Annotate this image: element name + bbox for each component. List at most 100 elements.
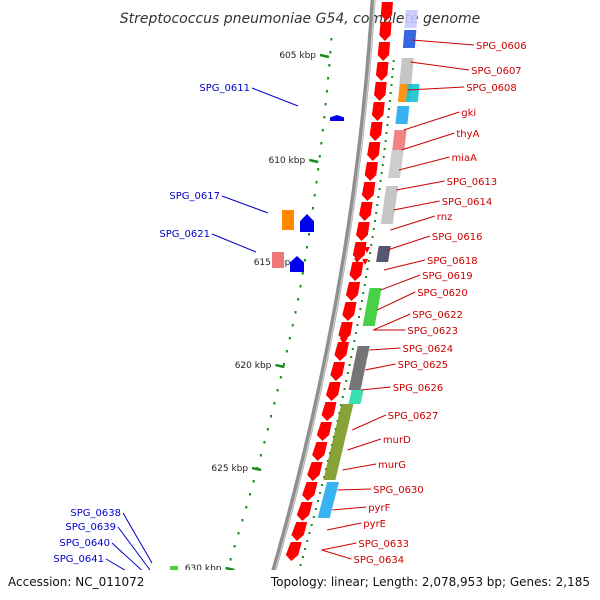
- gene-arrow: [367, 142, 381, 161]
- forward-label-leader: [361, 386, 391, 391]
- forward-gene-label: SPG_0633: [358, 539, 409, 550]
- tick-mark: [341, 396, 344, 398]
- forward-gene-label: SPG_0634: [354, 555, 405, 566]
- gene-arrow-small: [362, 259, 369, 265]
- gene-arrow: [312, 442, 328, 461]
- reverse-domain-box: [272, 252, 284, 268]
- scale-major-tick: [275, 363, 285, 369]
- tick-mark: [301, 556, 304, 558]
- forward-gene-label: SPG_0614: [442, 197, 493, 208]
- tick-mark: [288, 337, 291, 340]
- forward-label-leader: [387, 235, 431, 251]
- scale-label: 620 kbp: [235, 361, 272, 371]
- tick-mark: [315, 181, 318, 184]
- forward-label-leader: [410, 61, 470, 71]
- feature-tracks: [162, 2, 420, 596]
- tick-mark: [384, 140, 387, 142]
- tick-mark: [354, 332, 357, 334]
- chromosome-highlight: [265, 0, 376, 600]
- gene-arrow: [380, 2, 393, 21]
- genome-summary-text: Topology: linear; Length: 2,078,953 bp; …: [270, 575, 590, 589]
- tick-mark: [294, 311, 297, 314]
- tick-mark: [371, 236, 374, 238]
- tick-mark: [259, 454, 262, 457]
- tick-mark: [388, 108, 391, 110]
- forward-gene-label: SPG_0618: [427, 256, 478, 267]
- forward-label-leader: [383, 259, 426, 271]
- forward-gene-label: SPG_0613: [447, 177, 498, 188]
- forward-gene-label: pyrE: [363, 519, 386, 530]
- tick-mark: [386, 124, 389, 126]
- tick-mark: [233, 545, 236, 548]
- forward-label-leader: [365, 363, 396, 371]
- gene-arrow: [349, 262, 364, 281]
- protein-domain-box: [348, 390, 364, 404]
- tick-mark: [379, 180, 382, 182]
- protein-domain-box: [317, 482, 339, 518]
- reverse-gene-label: SPG_0611: [199, 83, 250, 94]
- tick-mark: [391, 68, 394, 70]
- tick-mark: [367, 260, 370, 262]
- tick-mark: [353, 340, 356, 342]
- forward-label-leader: [407, 86, 465, 91]
- chromosome-backbone: [262, 0, 376, 600]
- forward-gene-label: gki: [461, 108, 476, 119]
- gene-arrow: [377, 42, 391, 61]
- gene-arrow: [296, 502, 313, 521]
- forward-gene-label: SPG_0627: [388, 411, 439, 422]
- forward-gene-label: SPG_0630: [373, 485, 424, 496]
- forward-label-leader: [326, 522, 362, 531]
- reverse-gene-arrow: [330, 115, 344, 121]
- tick-mark: [365, 276, 368, 278]
- chromosome-line: [262, 0, 376, 600]
- tick-mark: [291, 324, 294, 327]
- gene-arrow: [330, 362, 345, 381]
- forward-label-leader: [347, 438, 382, 451]
- tick-mark: [329, 51, 332, 54]
- protein-domain-box: [362, 288, 382, 326]
- tick-mark: [362, 292, 365, 294]
- forward-label-leader: [321, 549, 352, 560]
- forward-label-leader: [403, 111, 460, 131]
- reverse-gene-label: SPG_0638: [70, 508, 121, 519]
- forward-label-leader: [321, 542, 357, 551]
- forward-label-leader: [390, 215, 435, 231]
- reverse-gene-arrow: [300, 214, 314, 232]
- tick-mark: [328, 64, 331, 67]
- tick-mark: [385, 132, 388, 134]
- tick-mark: [308, 233, 310, 236]
- reverse-gene-labels: SPG_0611 SPG_0617 SPG_0621 SPG_0638 SPG_0639…: [53, 83, 299, 583]
- gene-arrow: [321, 402, 337, 421]
- scale-label: 610 kbp: [269, 156, 306, 166]
- forward-gene-label: SPG_0607: [471, 66, 522, 77]
- gene-arrow: [361, 182, 376, 201]
- reverse-domain-box: [282, 210, 294, 230]
- tick-mark: [363, 284, 366, 286]
- tick-mark: [377, 196, 380, 198]
- gene-arrow: [285, 542, 302, 561]
- gene-arrow-small: [356, 246, 363, 252]
- tick-mark: [380, 172, 383, 174]
- forward-gene-label: SPG_0623: [407, 326, 458, 337]
- tick-mark: [382, 156, 385, 158]
- accession-text: Accession: NC_011072: [8, 575, 144, 589]
- tick-mark: [351, 348, 354, 350]
- gene-arrow: [307, 462, 323, 481]
- gene-arrow-small: [339, 338, 348, 345]
- tick-mark: [366, 268, 369, 270]
- tick-mark: [376, 204, 379, 206]
- tick-mark: [370, 244, 373, 246]
- reverse-gene-arrow: [290, 256, 304, 272]
- tick-mark: [303, 259, 306, 262]
- tick-mark: [389, 92, 392, 94]
- tick-mark: [313, 194, 316, 197]
- gene-arrow: [375, 62, 389, 81]
- tick-mark: [348, 364, 351, 366]
- footer-band: [0, 570, 600, 600]
- reverse-gene-label: SPG_0640: [59, 538, 110, 549]
- reverse-gene-label: SPG_0617: [169, 191, 220, 202]
- tick-mark: [324, 103, 327, 106]
- scale-major-tick: [251, 466, 262, 472]
- gene-arrow: [352, 242, 367, 261]
